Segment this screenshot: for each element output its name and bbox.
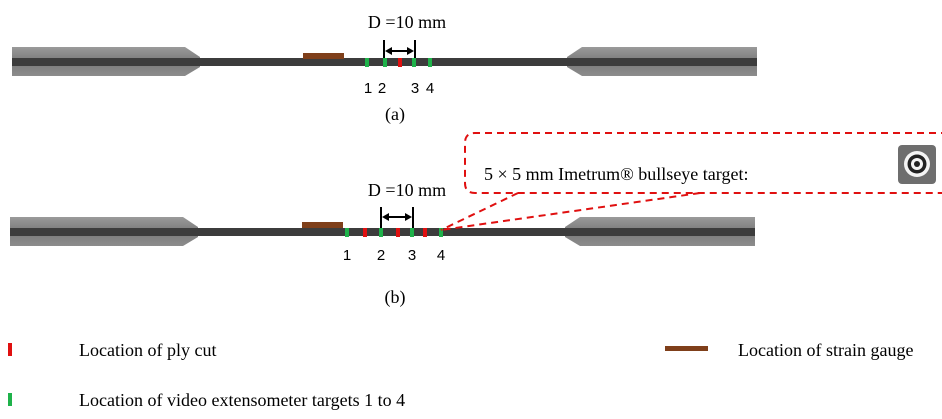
- arrow-head: [405, 213, 412, 221]
- legend-label: Location of strain gauge: [738, 340, 913, 360]
- caption: (b): [385, 287, 406, 308]
- strain-gauge: [302, 222, 343, 228]
- panel-a: D =10 mm 1 2 3 4 (a): [12, 12, 757, 125]
- target-marker: [365, 58, 369, 67]
- diagram: D =10 mm 1 2 3 4 (a) D =10 mm 1 2 3 4 (b…: [0, 0, 942, 419]
- target-marker: [410, 228, 414, 237]
- ply-cut-marker: [396, 228, 400, 237]
- target-label: 4: [437, 247, 445, 264]
- caption: (a): [385, 104, 405, 125]
- bullseye-icon: [898, 145, 936, 184]
- target-marker: [383, 58, 387, 67]
- target-marker: [412, 58, 416, 67]
- ply-cut-marker: [363, 228, 367, 237]
- target-label: 3: [411, 80, 419, 97]
- ply-cut-marker: [398, 58, 402, 67]
- panel-b: D =10 mm 1 2 3 4 (b) 5 × 5 mm Imetrum® b…: [10, 133, 942, 308]
- target-label: 3: [408, 247, 416, 264]
- arrow-head: [385, 47, 392, 55]
- target-label: 2: [377, 247, 385, 264]
- target-marker: [379, 228, 383, 237]
- target-label: 4: [426, 80, 434, 97]
- legend: Location of ply cut Location of strain g…: [8, 340, 913, 410]
- legend-label: Location of video extensometer targets 1…: [79, 390, 405, 410]
- strain-gauge: [303, 53, 344, 59]
- legend-ply-cut-swatch: [8, 343, 12, 356]
- dimension-label: D =10 mm: [368, 12, 446, 32]
- arrow-head: [382, 213, 389, 221]
- legend-target-swatch: [8, 393, 12, 406]
- target-label: 1: [364, 80, 372, 97]
- target-label: 1: [343, 247, 351, 264]
- legend-strain-gauge-swatch: [665, 346, 708, 351]
- callout-text: 5 × 5 mm Imetrum® bullseye target:: [484, 164, 748, 184]
- target-marker: [345, 228, 349, 237]
- target-label: 2: [378, 80, 386, 97]
- legend-label: Location of ply cut: [79, 340, 216, 360]
- target-marker: [428, 58, 432, 67]
- ply-cut-marker: [423, 228, 427, 237]
- dimension-label: D =10 mm: [368, 180, 446, 200]
- arrow-head: [407, 47, 414, 55]
